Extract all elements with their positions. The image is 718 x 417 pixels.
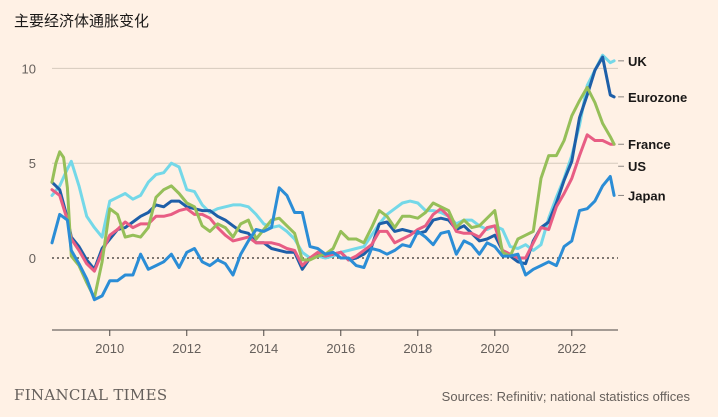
ft-logo: FINANCIAL TIMES	[14, 386, 168, 404]
series-label-eurozone: Eurozone	[628, 90, 687, 105]
series-label-france: France	[628, 137, 671, 152]
x-tick-label: 2018	[403, 341, 432, 356]
series-line-japan	[50, 175, 616, 302]
series-label-japan: Japan	[628, 188, 666, 203]
y-tick-label: 5	[29, 156, 36, 171]
x-tick-label: 2016	[326, 341, 355, 356]
x-tick-label: 2022	[557, 341, 586, 356]
source-note: Sources: Refinitiv; national statistics …	[441, 389, 690, 404]
chart-title: 主要经济体通胀变化	[14, 12, 150, 30]
series-line-france	[50, 133, 616, 273]
y-tick-label: 0	[29, 251, 36, 266]
series-lines	[50, 53, 616, 302]
x-tick-label: 2020	[480, 341, 509, 356]
y-tick-labels: 0 5 10	[22, 61, 36, 266]
x-tick-label: 2012	[172, 341, 201, 356]
series-label-us: US	[628, 159, 646, 174]
x-axis: 2010 2012 2014 2016 2018 2020 2022	[52, 329, 618, 356]
y-tick-label: 10	[22, 61, 36, 76]
series-labels: UK Eurozone France US Japan	[618, 54, 687, 203]
x-tick-label: 2014	[249, 341, 278, 356]
series-line-uk	[50, 53, 616, 260]
x-tick-label: 2010	[95, 341, 124, 356]
series-label-uk: UK	[628, 54, 647, 69]
